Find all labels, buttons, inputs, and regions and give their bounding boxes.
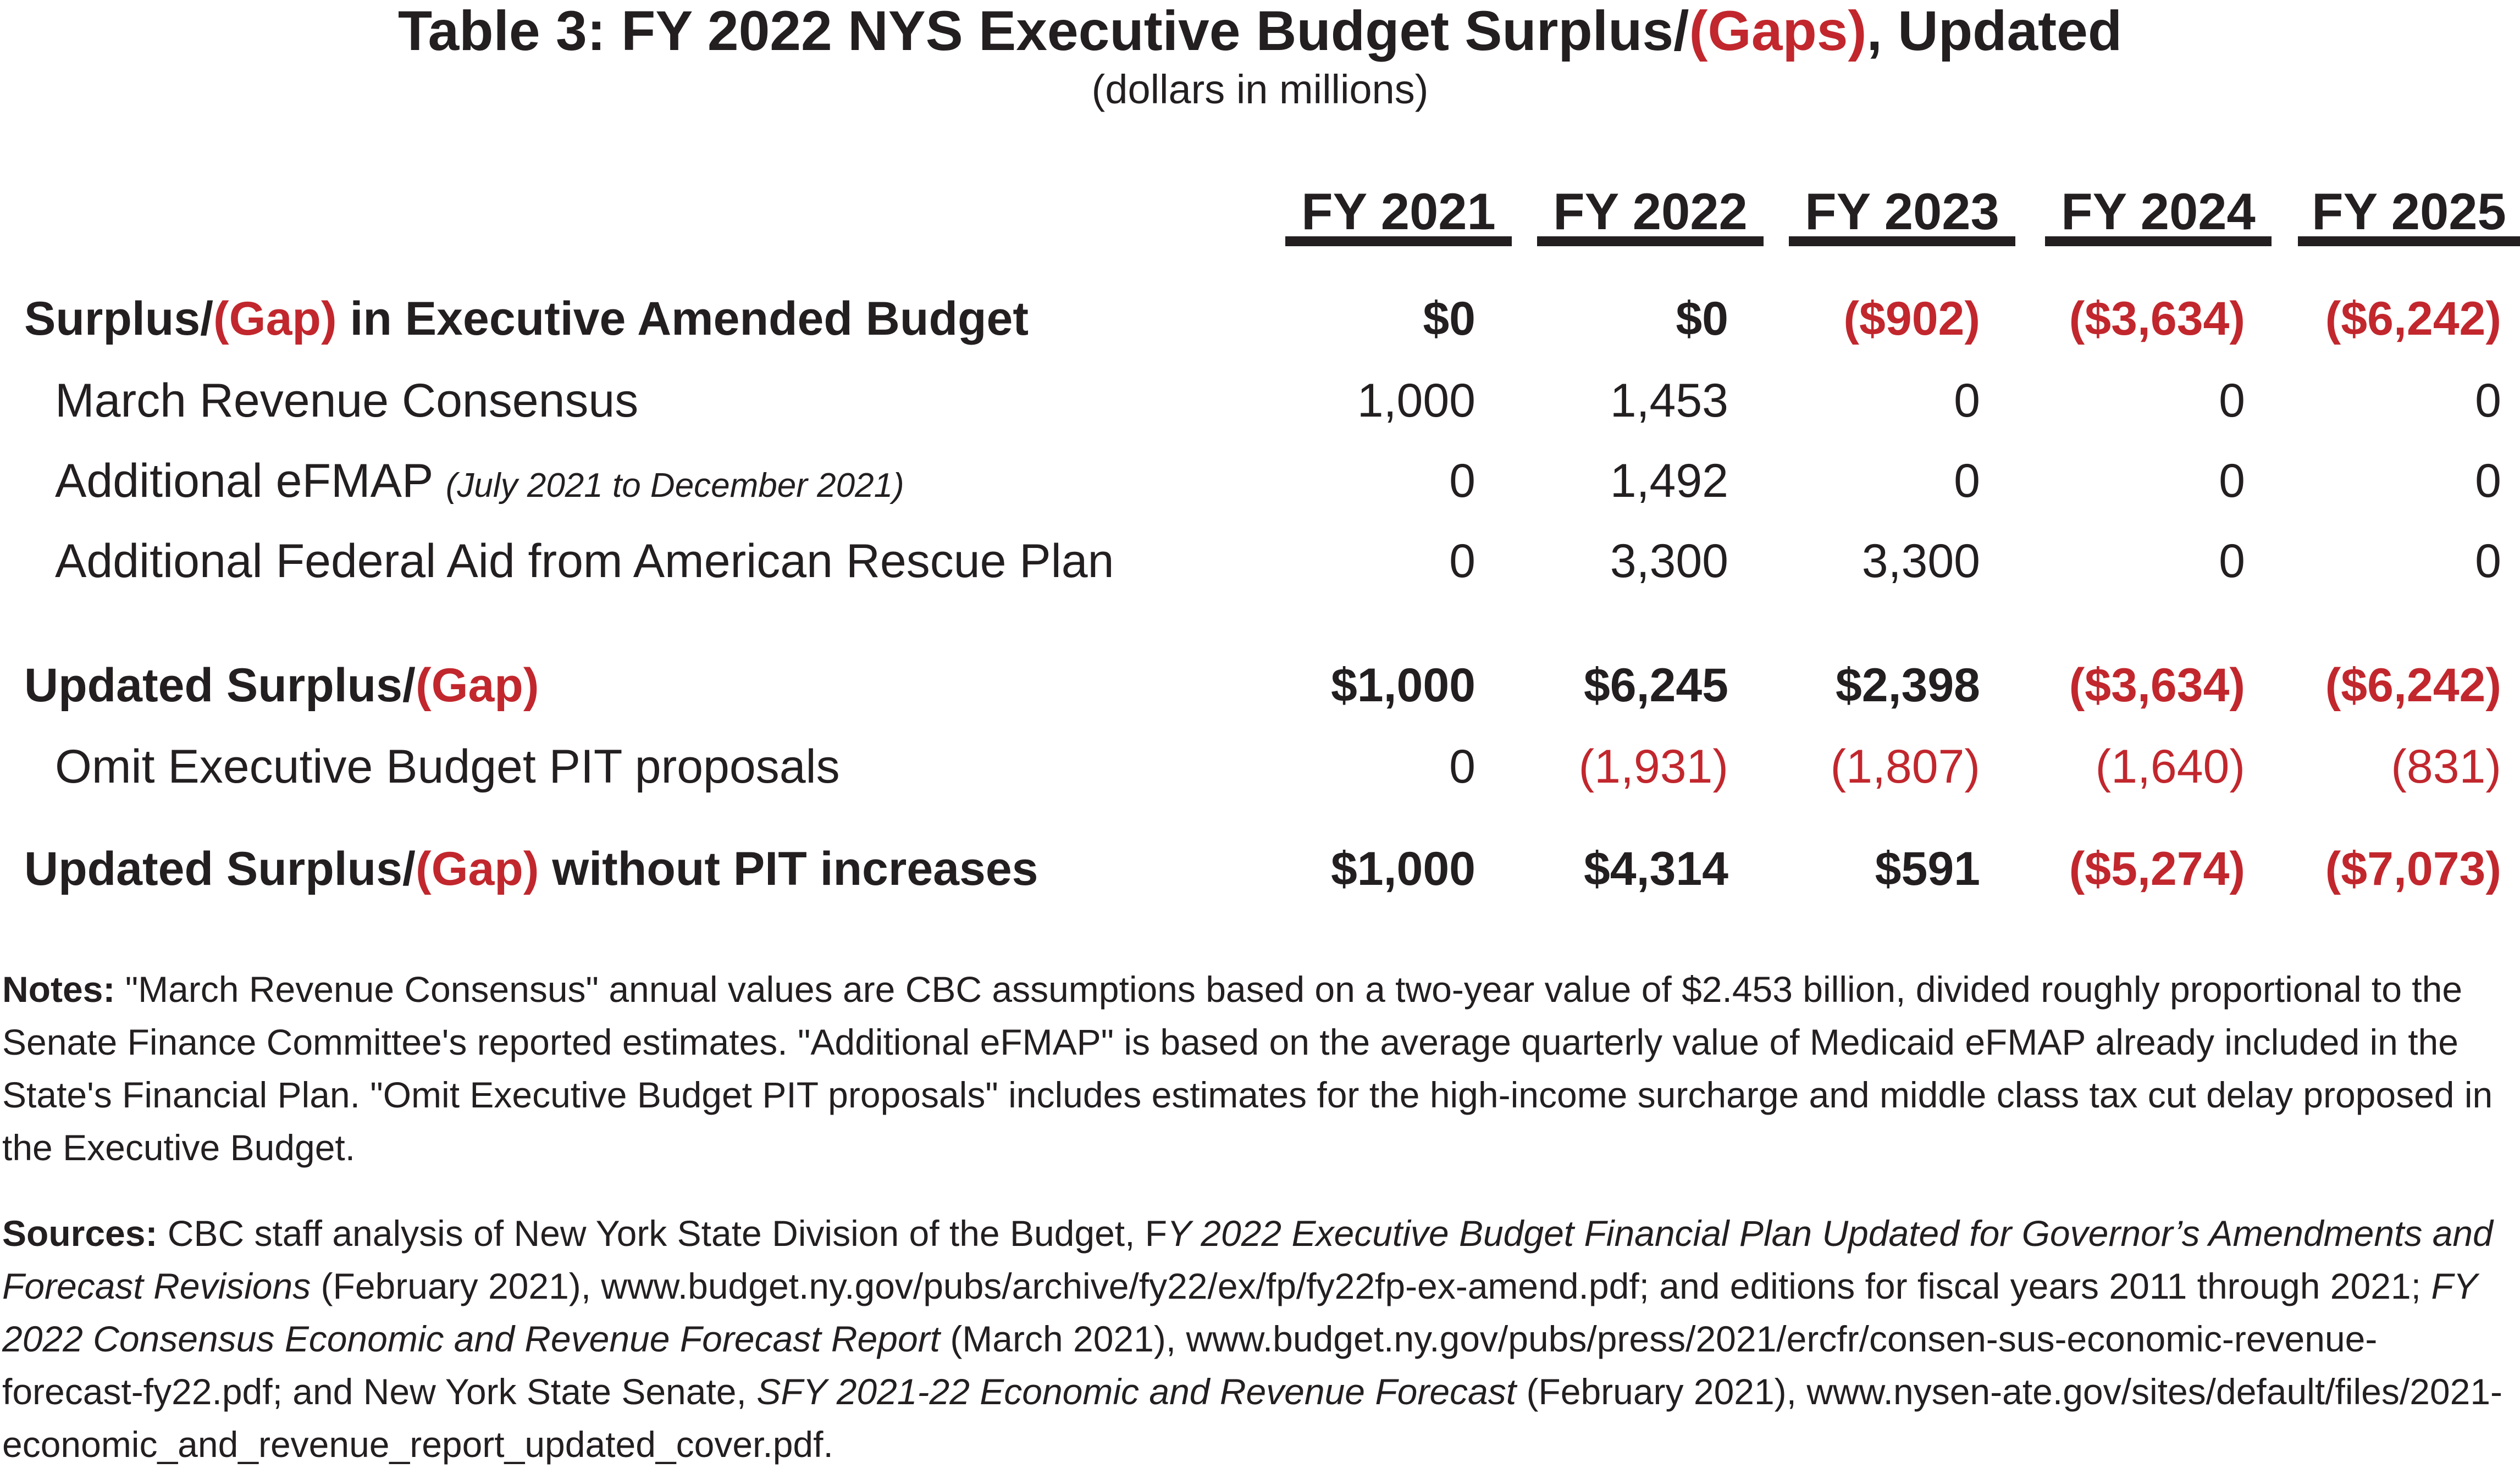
sources-title2: FY 2022 Consensus Economic and Revenue F… xyxy=(2,1266,2477,1359)
value-fy2024: ($3,634) xyxy=(2069,659,2245,712)
table-row-march-revenue-consensus: March Revenue Consensus 1,000 1,453 0 0 … xyxy=(0,370,2520,431)
column-header-fy2021: FY 2021 xyxy=(1285,186,1512,246)
notes-paragraph: Notes: "March Revenue Consensus" annual … xyxy=(2,963,2509,1174)
value-fy2022: $0 xyxy=(1676,292,1728,345)
row-label: Updated Surplus/(Gap) without PIT increa… xyxy=(24,839,1038,899)
row-label: Additional eFMAP (July 2021 to December … xyxy=(55,451,904,516)
value-fy2024: ($5,274) xyxy=(2069,843,2245,895)
sources-heading: Sources: xyxy=(2,1213,158,1254)
value-fy2025: ($6,242) xyxy=(2325,659,2501,712)
label-prefix: Updated Surplus/ xyxy=(24,843,416,895)
value-fy2024: (1,640) xyxy=(2095,740,2246,793)
value-fy2024: 0 xyxy=(2219,374,2245,427)
table-title: Table 3: FY 2022 NYS Executive Budget Su… xyxy=(0,0,2520,64)
value-fy2024: ($3,634) xyxy=(2069,292,2245,345)
value-fy2021: 0 xyxy=(1449,455,1475,507)
sources-part3: (March 2021), www.budget.ny.gov/pubs/pre… xyxy=(2,1318,2378,1412)
label-gap: (Gap) xyxy=(415,843,539,895)
value-fy2025: 0 xyxy=(2475,535,2501,588)
sources-part2: (February 2021), www.budget.ny.gov/pubs/… xyxy=(311,1266,2431,1306)
value-fy2022: 1,492 xyxy=(1610,455,1728,507)
sources-title1: Y 2022 Executive Budget Financial Plan U… xyxy=(2,1213,2493,1306)
value-fy2023: 3,300 xyxy=(1861,535,1980,588)
value-fy2023: $2,398 xyxy=(1835,659,1980,712)
table-row-additional-efmap: Additional eFMAP (July 2021 to December … xyxy=(0,451,2520,511)
sources-title3: SFY 2021-22 Economic and Revenue Forecas… xyxy=(756,1371,1517,1412)
column-header-fy2023: FY 2023 xyxy=(1789,186,2015,246)
column-header-fy2024: FY 2024 xyxy=(2045,186,2272,246)
column-header-fy2025: FY 2025 xyxy=(2298,186,2520,246)
value-fy2024: 0 xyxy=(2219,535,2245,588)
value-fy2022: $6,245 xyxy=(1583,659,1728,712)
value-fy2021: 1,000 xyxy=(1357,374,1475,427)
value-fy2022: 3,300 xyxy=(1610,535,1728,588)
label-main: Additional eFMAP xyxy=(55,455,433,507)
value-fy2021: $1,000 xyxy=(1330,843,1475,895)
table-row-updated-surplus: Updated Surplus/(Gap) $1,000 $6,245 $2,3… xyxy=(0,655,2520,716)
value-fy2025: ($7,073) xyxy=(2325,843,2501,895)
table-row-executive-amended-budget: Surplus/(Gap) in Executive Amended Budge… xyxy=(0,289,2520,349)
value-fy2021: 0 xyxy=(1449,740,1475,793)
value-fy2024: 0 xyxy=(2219,455,2245,507)
value-fy2025: 0 xyxy=(2475,374,2501,427)
table-row-updated-surplus-without-pit: Updated Surplus/(Gap) without PIT increa… xyxy=(0,839,2520,899)
value-fy2023: $591 xyxy=(1875,843,1980,895)
value-fy2025: 0 xyxy=(2475,455,2501,507)
value-fy2022: 1,453 xyxy=(1610,374,1728,427)
label-gap: (Gap) xyxy=(213,292,337,345)
notes-heading: Notes: xyxy=(2,969,115,1010)
title-suffix: , Updated xyxy=(1866,0,2123,62)
label-prefix: Updated Surplus/ xyxy=(24,659,416,712)
sources-part4: (February 2021), www.nysen-ate.gov/sites… xyxy=(2,1371,2503,1465)
row-label: March Revenue Consensus xyxy=(55,374,639,427)
label-note: (July 2021 to December 2021) xyxy=(445,467,904,505)
label-prefix: Surplus/ xyxy=(24,292,214,345)
row-label: Surplus/(Gap) in Executive Amended Budge… xyxy=(24,289,1029,349)
sources-part1: CBC staff analysis of New York State Div… xyxy=(157,1213,1168,1254)
value-fy2023: (1,807) xyxy=(1830,740,1981,793)
value-fy2021: $1,000 xyxy=(1330,659,1475,712)
table-subtitle: (dollars in millions) xyxy=(1091,67,1429,112)
value-fy2025: ($6,242) xyxy=(2325,292,2501,345)
sources-paragraph: Sources: CBC staff analysis of New York … xyxy=(2,1207,2509,1471)
value-fy2023: 0 xyxy=(1954,374,1980,427)
value-fy2022: (1,931) xyxy=(1578,740,1729,793)
row-label: Updated Surplus/(Gap) xyxy=(24,655,539,716)
value-fy2023: ($902) xyxy=(1843,292,1980,345)
title-prefix: Table 3: FY 2022 NYS Executive Budget Su… xyxy=(397,0,1689,62)
value-fy2023: 0 xyxy=(1954,455,1980,507)
value-fy2021: 0 xyxy=(1449,535,1475,588)
label-suffix: in Executive Amended Budget xyxy=(336,292,1029,345)
notes-text: "March Revenue Consensus" annual values … xyxy=(2,969,2493,1168)
column-header-fy2022: FY 2022 xyxy=(1537,186,1764,246)
value-fy2022: $4,314 xyxy=(1583,843,1728,895)
row-label: Additional Federal Aid from American Res… xyxy=(55,535,1114,588)
table-row-american-rescue-plan: Additional Federal Aid from American Res… xyxy=(0,531,2520,591)
row-label: Omit Executive Budget PIT proposals xyxy=(55,740,840,793)
title-gap-word: (Gaps) xyxy=(1689,0,1867,62)
value-fy2025: (831) xyxy=(2391,740,2501,793)
label-gap: (Gap) xyxy=(415,659,539,712)
label-suffix: without PIT increases xyxy=(539,843,1038,895)
table-row-omit-pit-proposals: Omit Executive Budget PIT proposals 0 (1… xyxy=(0,736,2520,797)
value-fy2021: $0 xyxy=(1423,292,1475,345)
